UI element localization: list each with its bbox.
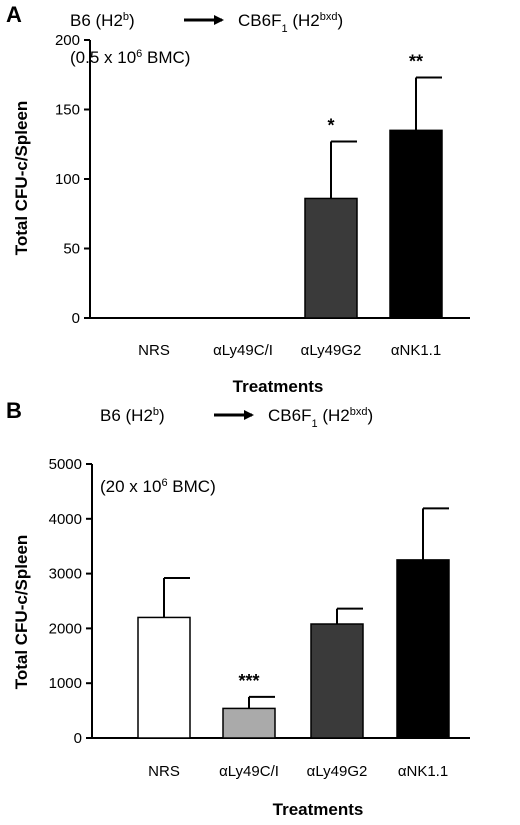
category-label: αLy49G2 xyxy=(301,342,362,359)
category-label: αNK1.1 xyxy=(391,342,441,359)
recipient-annotation: CB6F1 (H2bxd) xyxy=(238,11,343,35)
y-tick-label: 5000 xyxy=(49,456,82,473)
bar xyxy=(389,129,443,319)
strain-annotation: B6 (H2b) xyxy=(100,406,165,425)
category-label: NRS xyxy=(138,342,170,359)
bar xyxy=(222,707,276,739)
category-label: αNK1.1 xyxy=(398,763,448,780)
y-tick-label: 0 xyxy=(74,730,82,747)
significance-mark: ** xyxy=(409,52,423,72)
y-tick-label: 2000 xyxy=(49,620,82,637)
panel-b: B B6 (H2b) CB6F1 (H2bxd) (20 x 106 BMC) … xyxy=(6,398,470,819)
panel-label: B xyxy=(6,398,22,423)
dose-annotation: (20 x 106 BMC) xyxy=(100,477,216,496)
bar xyxy=(310,623,364,739)
bar xyxy=(396,559,450,739)
category-label: αLy49C/I xyxy=(219,763,279,780)
x-axis-label: Treatments xyxy=(273,800,364,819)
y-tick-label: 150 xyxy=(55,102,80,119)
bars: NRS *** αLy49C/I αLy49G2 αNK1.1 xyxy=(137,507,450,780)
dose-annotation: (0.5 x 106 BMC) xyxy=(70,48,190,67)
category-label: αLy49G2 xyxy=(307,763,368,780)
y-tick-label: 3000 xyxy=(49,566,82,583)
y-tick-label: 50 xyxy=(63,241,80,258)
strain-annotation: B6 (H2b) xyxy=(70,11,135,30)
y-tick-label: 4000 xyxy=(49,511,82,528)
y-tick-label: 0 xyxy=(72,310,80,327)
y-tick-label: 200 xyxy=(55,32,80,49)
panel-a: A B6 (H2b) CB6F1 (H2bxd) (0.5 x 106 BMC)… xyxy=(6,2,470,396)
y-tick-label: 1000 xyxy=(49,675,82,692)
significance-mark: * xyxy=(327,115,334,135)
y-axis-label: Total CFU-c/Spleen xyxy=(12,101,31,256)
bar xyxy=(304,197,358,319)
category-label: αLy49C/I xyxy=(213,342,273,359)
y-axis-label: Total CFU-c/Spleen xyxy=(12,535,31,690)
panel-label: A xyxy=(6,2,22,27)
recipient-annotation: CB6F1 (H2bxd) xyxy=(268,406,373,430)
bars: NRS αLy49C/I * αLy49G2 ** αNK1.1 xyxy=(138,52,443,359)
axes: 0 50 100 150 200 xyxy=(55,32,470,327)
category-label: NRS xyxy=(148,763,180,780)
y-tick-label: 100 xyxy=(55,171,80,188)
x-axis-label: Treatments xyxy=(233,377,324,396)
significance-mark: *** xyxy=(238,671,259,691)
bar xyxy=(137,616,191,739)
